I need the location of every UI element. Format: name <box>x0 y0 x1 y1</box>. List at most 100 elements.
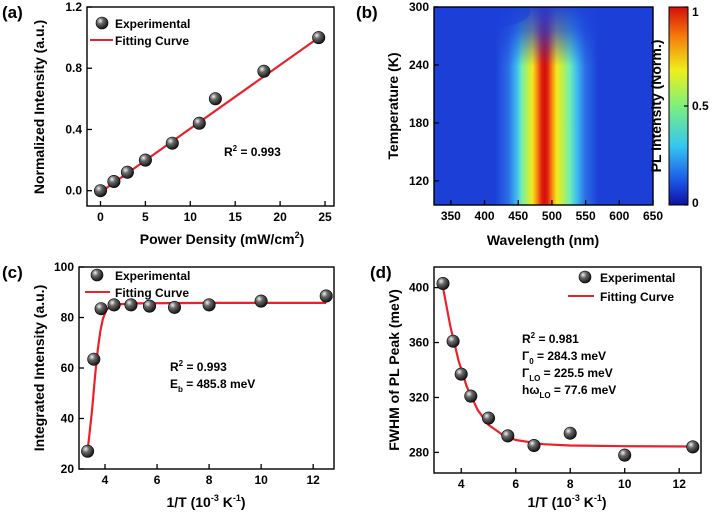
heatmap-top-fade <box>434 7 653 205</box>
annotation-gamma0-d: Γ0 = 284.3 meV <box>522 349 606 366</box>
plot-frame-b <box>433 6 654 206</box>
x-tick-label: 10 <box>618 477 632 491</box>
y-axis-label-a: Normalized Intensity (a.u.) <box>31 20 47 194</box>
x-tick-label: 12 <box>307 473 321 487</box>
colorbar-tick-label: 0 <box>692 196 699 210</box>
axis-ticks-c: 4 6 8 10 12 20 40 60 80 100 <box>54 260 320 487</box>
annotation-r2-c: R2 = 0.993 <box>170 359 227 374</box>
x-tick-label: 600 <box>609 209 629 223</box>
data-point <box>107 298 121 312</box>
fit-curve-a <box>99 36 320 194</box>
x-tick-label: 10 <box>254 473 268 487</box>
colorbar-tick-label: 0.5 <box>692 99 709 113</box>
legend-a: Experimental Fitting Curve <box>90 16 190 48</box>
data-point <box>312 31 326 45</box>
data-point <box>254 294 268 308</box>
data-points-d <box>436 276 700 462</box>
y-tick-label: 280 <box>409 445 429 459</box>
y-tick-label: 0.4 <box>65 122 82 136</box>
legend-label-fitting-curve: Fitting Curve <box>115 34 189 48</box>
data-point <box>208 92 222 106</box>
x-tick-label: 350 <box>441 209 461 223</box>
panel-label-c: (c) <box>2 263 23 282</box>
y-tick-label: 300 <box>409 0 429 14</box>
y-tick-label: 0.0 <box>65 184 82 198</box>
data-point <box>319 289 333 303</box>
data-point <box>107 175 121 189</box>
legend-marker-experimental <box>578 270 592 284</box>
axis-ticks-a: 0 5 10 15 20 25 0.0 0.4 0.8 1.2 <box>65 0 332 224</box>
data-point <box>563 426 577 440</box>
y-tick-label: 1.2 <box>65 0 82 14</box>
legend-d: Experimental Fitting Curve <box>568 270 675 304</box>
data-point <box>481 411 495 425</box>
legend-c: Experimental Fitting Curve <box>85 268 190 300</box>
colorbar-ticks: 00.51 <box>684 5 709 210</box>
x-tick-label: 25 <box>318 210 332 224</box>
annotation-r2-a: R2 = 0.993 <box>224 144 281 159</box>
data-point <box>143 299 157 313</box>
data-point <box>436 276 450 290</box>
data-points-c <box>81 289 333 458</box>
annotation-r2-d: R2 = 0.981 <box>522 331 579 346</box>
y-tick-label: 100 <box>54 260 74 274</box>
heatmap-top-cap <box>442 7 530 28</box>
panel-label-d: (d) <box>370 263 392 282</box>
annotation-gammalo-d: ΓLO = 225.5 meV <box>522 366 613 383</box>
colorbar: 00.51 PL Intensity (Norm.) <box>648 5 709 210</box>
y-tick-label: 0.8 <box>65 61 82 75</box>
legend-label-experimental: Experimental <box>115 17 190 31</box>
x-tick-label: 10 <box>184 210 198 224</box>
x-tick-label: 0 <box>97 210 104 224</box>
fit-curves-c <box>86 301 327 452</box>
x-tick-label: 5 <box>142 210 149 224</box>
plot-frame-a <box>86 6 335 207</box>
data-point <box>464 389 478 403</box>
axis-ticks-b: 350 400 450 500 550 600 650 120 180 240 300 <box>409 0 663 223</box>
y-tick-label: 80 <box>61 311 75 325</box>
plot-frame-d <box>433 266 702 474</box>
legend-label-fitting-curve: Fitting Curve <box>600 290 674 304</box>
data-point <box>124 298 138 312</box>
fit-curves-d <box>441 287 693 448</box>
data-point <box>446 334 460 348</box>
panel-label-a: (a) <box>2 3 23 22</box>
y-tick-label: 240 <box>409 58 429 72</box>
axis-ticks-d: 4 6 8 10 12 280 320 360 400 <box>409 281 686 491</box>
legend-marker-experimental <box>90 268 104 282</box>
data-point <box>94 184 108 198</box>
x-tick-label: 4 <box>102 473 109 487</box>
data-point <box>81 444 95 458</box>
y-tick-label: 120 <box>409 174 429 188</box>
data-point <box>192 116 206 130</box>
legend-label-fitting-curve: Fitting Curve <box>115 286 189 300</box>
colorbar-label: PL Intensity (Norm.) <box>648 40 664 173</box>
x-tick-label: 8 <box>567 477 574 491</box>
x-axis-label-c: 1/T (10-3 K-1) <box>166 493 245 510</box>
x-axis-label-b: Wavelength (nm) <box>487 232 599 248</box>
x-tick-label: 4 <box>458 477 465 491</box>
y-axis-label-c: Integrated Intensity (a.u.) <box>31 285 47 451</box>
x-tick-label: 450 <box>508 209 528 223</box>
legend-marker-experimental <box>95 16 109 30</box>
fit-curves-a <box>99 36 320 194</box>
x-tick-label: 6 <box>512 477 519 491</box>
data-point <box>257 64 271 78</box>
data-point <box>165 136 179 150</box>
fit-curve-c <box>86 301 327 452</box>
panel-a: (a) 0 5 10 15 20 25 0.0 0.4 0.8 1.2 Experimental … <box>2 0 335 247</box>
fit-curve-d <box>441 287 693 448</box>
x-tick-label: 500 <box>542 209 562 223</box>
data-point <box>618 448 632 462</box>
annotation-homegalo-d: hωLO = 77.6 meV <box>522 383 616 400</box>
data-point <box>87 352 101 366</box>
x-tick-label: 650 <box>643 209 663 223</box>
data-point <box>454 367 468 381</box>
data-points-a <box>94 31 326 198</box>
annotation-eb-c: Eb = 485.8 meV <box>170 377 255 394</box>
y-tick-label: 180 <box>409 116 429 130</box>
data-point <box>94 302 108 316</box>
data-point <box>120 165 134 179</box>
data-point <box>686 440 700 454</box>
